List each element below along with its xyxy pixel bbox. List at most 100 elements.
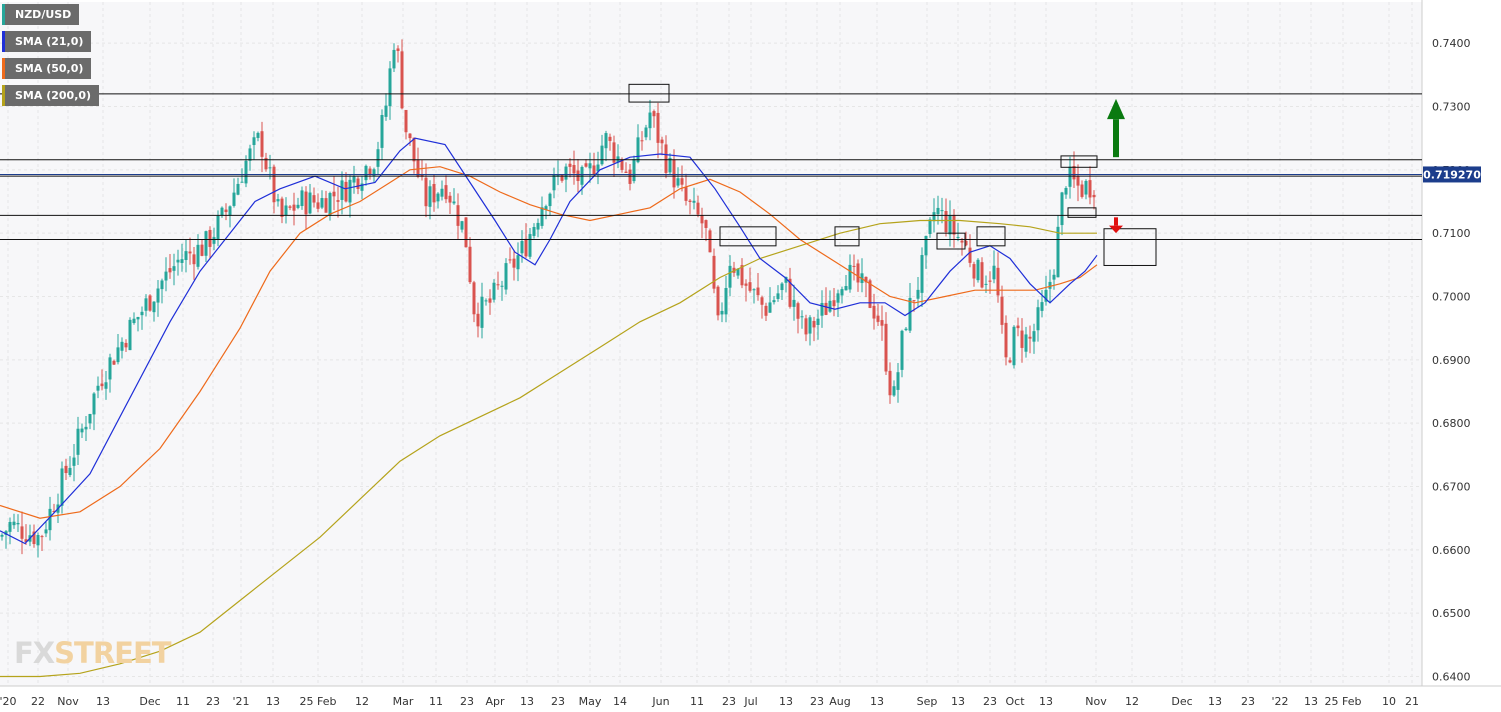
candle-body	[592, 165, 596, 175]
candle-body	[328, 193, 332, 216]
legend-sma21[interactable]: SMA (21,0)	[2, 31, 92, 52]
candle-body	[780, 283, 784, 291]
x-tick-label: 13	[1208, 695, 1222, 708]
candle-body	[196, 244, 200, 267]
sma50-line	[0, 166, 1098, 519]
candle-body	[476, 313, 480, 327]
candle-body	[632, 159, 636, 182]
candle-body	[544, 206, 548, 210]
candle-body	[1092, 194, 1096, 198]
candle-body	[832, 300, 836, 307]
candle-body	[100, 383, 104, 387]
candle-body	[280, 198, 284, 217]
candle-body	[320, 198, 324, 208]
legend-sma200[interactable]: SMA (200,0)	[2, 85, 100, 106]
candle-body	[144, 298, 148, 311]
x-tick-label: 11	[690, 695, 704, 708]
candle-body	[620, 159, 624, 170]
candle-body	[216, 215, 220, 240]
candle-body	[612, 142, 616, 163]
candle-body	[64, 465, 68, 474]
candle-body	[1032, 331, 1036, 342]
logo-street: STREET	[54, 636, 171, 670]
candle-body	[836, 293, 840, 303]
candle-body	[604, 133, 608, 149]
x-tick-label: Dec	[139, 695, 160, 708]
candle-body	[884, 323, 888, 372]
x-tick-label: 13	[520, 695, 534, 708]
candle-body	[908, 297, 912, 331]
candle-body	[660, 139, 664, 144]
candle-body	[924, 235, 928, 256]
candle-body	[1012, 326, 1016, 366]
legend-sma50[interactable]: SMA (50,0)	[2, 58, 92, 79]
candle-body	[416, 159, 420, 177]
candle-body	[1056, 226, 1060, 278]
candle-body	[228, 206, 232, 216]
green-up-arrow	[1107, 98, 1125, 120]
candle-body	[1016, 325, 1020, 329]
candle-body	[264, 157, 268, 170]
sma200-line	[0, 219, 1097, 678]
y-tick-label: 0.7000	[1432, 291, 1471, 304]
candle-body	[48, 508, 52, 531]
candle-body	[944, 211, 948, 233]
candle-body	[1028, 336, 1032, 339]
box-jul	[719, 226, 777, 247]
candle-body	[864, 276, 868, 283]
x-tick-label: Dec	[1171, 695, 1192, 708]
candle-body	[992, 265, 996, 280]
candle-body	[452, 201, 456, 204]
candle-body	[104, 382, 108, 389]
y-tick-label: 0.7300	[1432, 101, 1471, 114]
candle-body	[712, 255, 716, 289]
candle-body	[856, 263, 860, 283]
candle-body	[152, 301, 156, 313]
candle-body	[628, 169, 632, 184]
candle-body	[204, 231, 208, 256]
x-tick-label: 23	[1241, 695, 1255, 708]
candle-body	[412, 137, 416, 162]
box-sep-a	[936, 232, 966, 250]
candle-body	[976, 259, 980, 281]
candle-body	[224, 209, 228, 213]
x-tick-label: Sep	[917, 695, 938, 708]
candle-body	[460, 221, 464, 230]
candle-body	[684, 187, 688, 201]
logo-fx: FX	[14, 636, 55, 670]
candle-body	[364, 165, 368, 181]
candle-body	[1072, 166, 1076, 180]
legend-symbol[interactable]: NZD/USD	[2, 4, 80, 25]
candle-body	[140, 311, 144, 316]
candle-body	[192, 254, 196, 265]
candle-body	[304, 191, 308, 215]
candle-body	[244, 160, 248, 184]
candle-body	[400, 51, 404, 109]
x-tick-label: '21	[232, 695, 249, 708]
candle-body	[292, 204, 296, 211]
legend-sma50-label: SMA (50,0)	[15, 62, 84, 75]
box-nov-bottom	[1067, 207, 1097, 218]
candle-body	[1008, 360, 1012, 363]
candle-body	[964, 240, 968, 246]
candle-body	[528, 234, 532, 257]
candle-body	[764, 305, 768, 316]
x-tick-label: 13	[96, 695, 110, 708]
candle-body	[36, 534, 40, 546]
x-tick-label: 12	[1125, 695, 1139, 708]
candle-body	[968, 247, 972, 263]
candle-body	[960, 240, 964, 243]
candle-body	[40, 536, 44, 538]
candle-body	[448, 195, 452, 203]
candle-body	[752, 289, 756, 291]
candle-body	[76, 428, 80, 455]
candle-body	[96, 385, 100, 391]
candle-body	[324, 198, 328, 213]
candle-body	[268, 167, 272, 169]
candle-body	[740, 265, 744, 286]
candle-body	[1048, 281, 1052, 289]
x-tick-label: 13	[1039, 695, 1053, 708]
candle-body	[316, 202, 320, 209]
x-tick-label: '20	[0, 695, 17, 708]
candle-body	[788, 278, 792, 307]
